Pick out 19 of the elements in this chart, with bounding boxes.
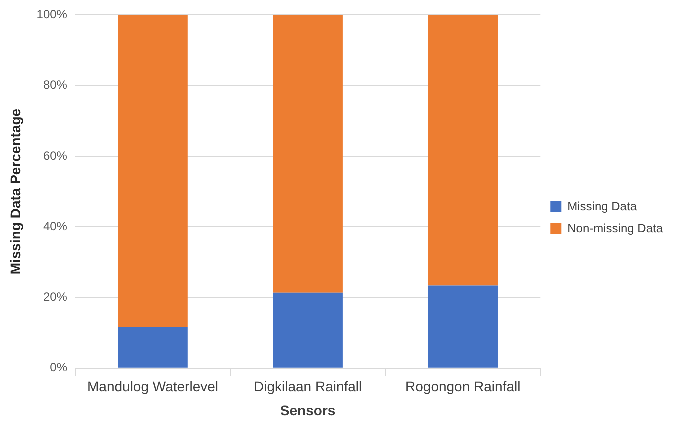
y-tick-label: 20% bbox=[43, 290, 68, 304]
x-axis-title: Sensors bbox=[280, 402, 336, 418]
bar bbox=[118, 327, 188, 368]
y-tick-label: 80% bbox=[43, 78, 68, 92]
bar bbox=[428, 15, 498, 286]
bar bbox=[273, 15, 343, 293]
legend-label: Non-missing Data bbox=[568, 221, 664, 236]
y-tick-label: 100% bbox=[36, 8, 68, 22]
bar bbox=[428, 286, 498, 368]
y-tick-label: 40% bbox=[43, 219, 68, 234]
x-tick-label: Rogongon Rainfall bbox=[406, 378, 521, 395]
bar bbox=[273, 292, 343, 368]
bar bbox=[118, 15, 188, 328]
y-axis-title: Missing Data Percentage bbox=[7, 108, 24, 275]
legend-label: Missing Data bbox=[568, 199, 638, 214]
x-tick-label: Digkilaan Rainfall bbox=[254, 378, 362, 395]
y-tick-label: 60% bbox=[43, 148, 68, 163]
y-tick-label: 0% bbox=[50, 360, 68, 375]
x-tick-label: Mandulog Waterlevel bbox=[88, 378, 219, 395]
